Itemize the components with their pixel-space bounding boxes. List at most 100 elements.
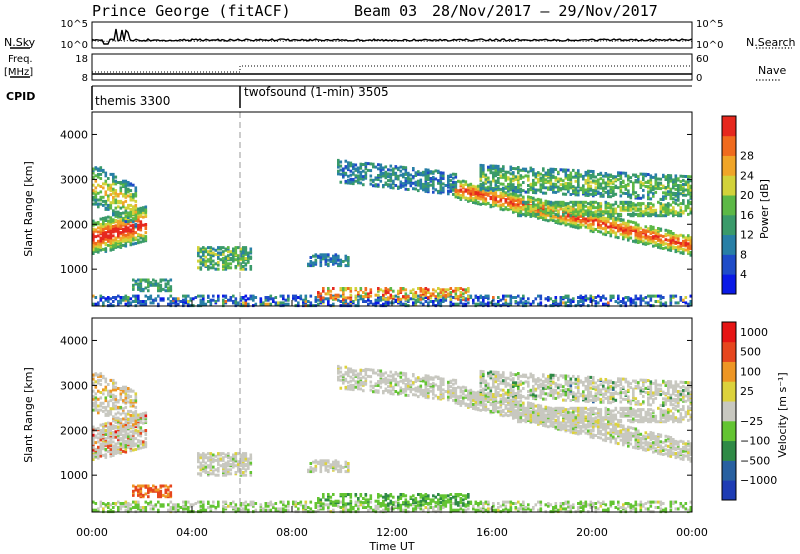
power-cell-1817 <box>642 297 645 301</box>
power-cell-2672 <box>629 225 633 229</box>
velocity-cell-487 <box>129 409 133 413</box>
power-cell-3624 <box>549 206 553 210</box>
power-cell-248 <box>132 231 135 235</box>
power-cell-1918 <box>362 295 365 299</box>
velocity-cell-196 <box>122 422 125 426</box>
power-cell-308 <box>144 227 148 230</box>
power-cell-3891 <box>672 206 675 210</box>
power-cell-1068 <box>417 172 420 176</box>
power-cell-702 <box>229 256 233 260</box>
power-cell-712 <box>234 265 238 268</box>
power-cell-2777 <box>662 240 665 244</box>
power-cell-102 <box>107 219 110 223</box>
power-cell-3899 <box>677 211 680 215</box>
power-cell-3767 <box>617 212 620 216</box>
power-cell-914 <box>359 177 363 181</box>
power-cell-2966 <box>504 173 508 177</box>
power-cell-482 <box>129 218 133 222</box>
velocity-cell-577 <box>164 495 168 499</box>
velocity-cell-614 <box>202 456 205 460</box>
velocity-cell-482 <box>129 424 133 428</box>
power-scatter-cells <box>92 158 693 308</box>
power-cell-1359 <box>244 294 248 298</box>
power-cell-3683 <box>577 203 580 207</box>
power-cell-2125 <box>474 188 478 192</box>
power-cell-1733 <box>567 297 570 301</box>
power-cell-1642 <box>487 294 490 298</box>
power-cell-1424 <box>302 298 305 302</box>
power-cell-3799 <box>629 200 633 204</box>
power-cell-3535 <box>682 189 685 193</box>
velocity-cell-398 <box>112 415 115 419</box>
velocity-cell-146 <box>114 425 118 428</box>
power-cell-1940 <box>384 297 388 301</box>
power-cell-2375 <box>544 215 548 219</box>
power-cell-2517 <box>584 225 588 229</box>
power-cell-2291 <box>519 200 523 204</box>
power-cell-1138 <box>439 176 443 180</box>
power-cell-3128 <box>554 168 558 171</box>
power-cell-3289 <box>602 181 605 185</box>
power-cell-1125 <box>437 181 440 185</box>
velocity-cell-989 <box>389 384 393 387</box>
power-cell-1085 <box>424 181 428 185</box>
power-cell-127 <box>112 238 115 242</box>
velocity-cell-811 <box>327 459 330 463</box>
power-colorbar-seg-5 <box>722 175 736 196</box>
power-cell-1040 <box>407 181 410 185</box>
power-cell-3819 <box>639 212 643 216</box>
power-cell-2119 <box>474 201 478 205</box>
power-cell-3206 <box>577 169 580 173</box>
power-cell-1459 <box>332 302 335 306</box>
velocity-cell-561 <box>152 488 155 492</box>
power-cell-3916 <box>687 203 690 207</box>
velocity-cell-465 <box>124 392 128 396</box>
power-cell-1104 <box>429 183 433 187</box>
velocity-cell-867 <box>344 385 348 389</box>
power-cell-695 <box>227 254 230 258</box>
power-cell-1181 <box>454 175 458 179</box>
power-cell-353 <box>99 195 103 199</box>
power-cell-1664 <box>507 294 510 298</box>
power-cell-581 <box>164 278 168 282</box>
power-cell-505 <box>132 193 135 197</box>
power-cell-330 <box>94 201 98 205</box>
power-cell-3233 <box>587 184 590 188</box>
power-cell-3003 <box>517 188 520 192</box>
power-cell-1075 <box>419 171 423 175</box>
power-cell-1379 <box>264 296 268 299</box>
power-cell-3409 <box>644 185 648 188</box>
power-cell-1625 <box>477 296 480 299</box>
power-cell-2826 <box>677 237 680 241</box>
power-cell-1016 <box>399 183 403 187</box>
power-cell-571 <box>159 286 163 290</box>
velocity-cell-56 <box>99 429 103 432</box>
station-title: Prince George (fitACF) <box>92 2 291 20</box>
power-cell-3591 <box>529 204 533 208</box>
power-cell-685 <box>224 259 228 263</box>
power-cell-3332 <box>614 175 618 179</box>
power-cell-1036 <box>404 170 408 174</box>
power-cell-2506 <box>579 219 583 222</box>
power-cell-1309 <box>202 302 205 306</box>
power-cell-3359 <box>624 171 628 175</box>
velocity-cell-363 <box>102 392 105 396</box>
power-cell-3607 <box>539 203 543 207</box>
power-cell-431 <box>117 181 120 184</box>
power-cell-3794 <box>629 208 633 212</box>
power-cell-2734 <box>649 235 653 239</box>
power-cell-2098 <box>467 186 470 190</box>
power-cell-1450 <box>322 300 325 303</box>
velocity-cell-655 <box>217 473 220 477</box>
velocity-cell-764 <box>247 460 250 464</box>
power-cell-3416 <box>647 190 650 194</box>
power-cell-2955 <box>502 182 505 186</box>
power-cell-487 <box>129 203 133 207</box>
power-cell-2030 <box>449 291 453 294</box>
power-cell-2708 <box>639 226 643 230</box>
power-cell-2965 <box>504 176 508 180</box>
power-cell-3896 <box>674 202 678 206</box>
power-cell-2014 <box>439 291 443 294</box>
power-colorbar-tick-1: 8 <box>740 248 747 261</box>
power-cell-2317 <box>529 209 533 213</box>
